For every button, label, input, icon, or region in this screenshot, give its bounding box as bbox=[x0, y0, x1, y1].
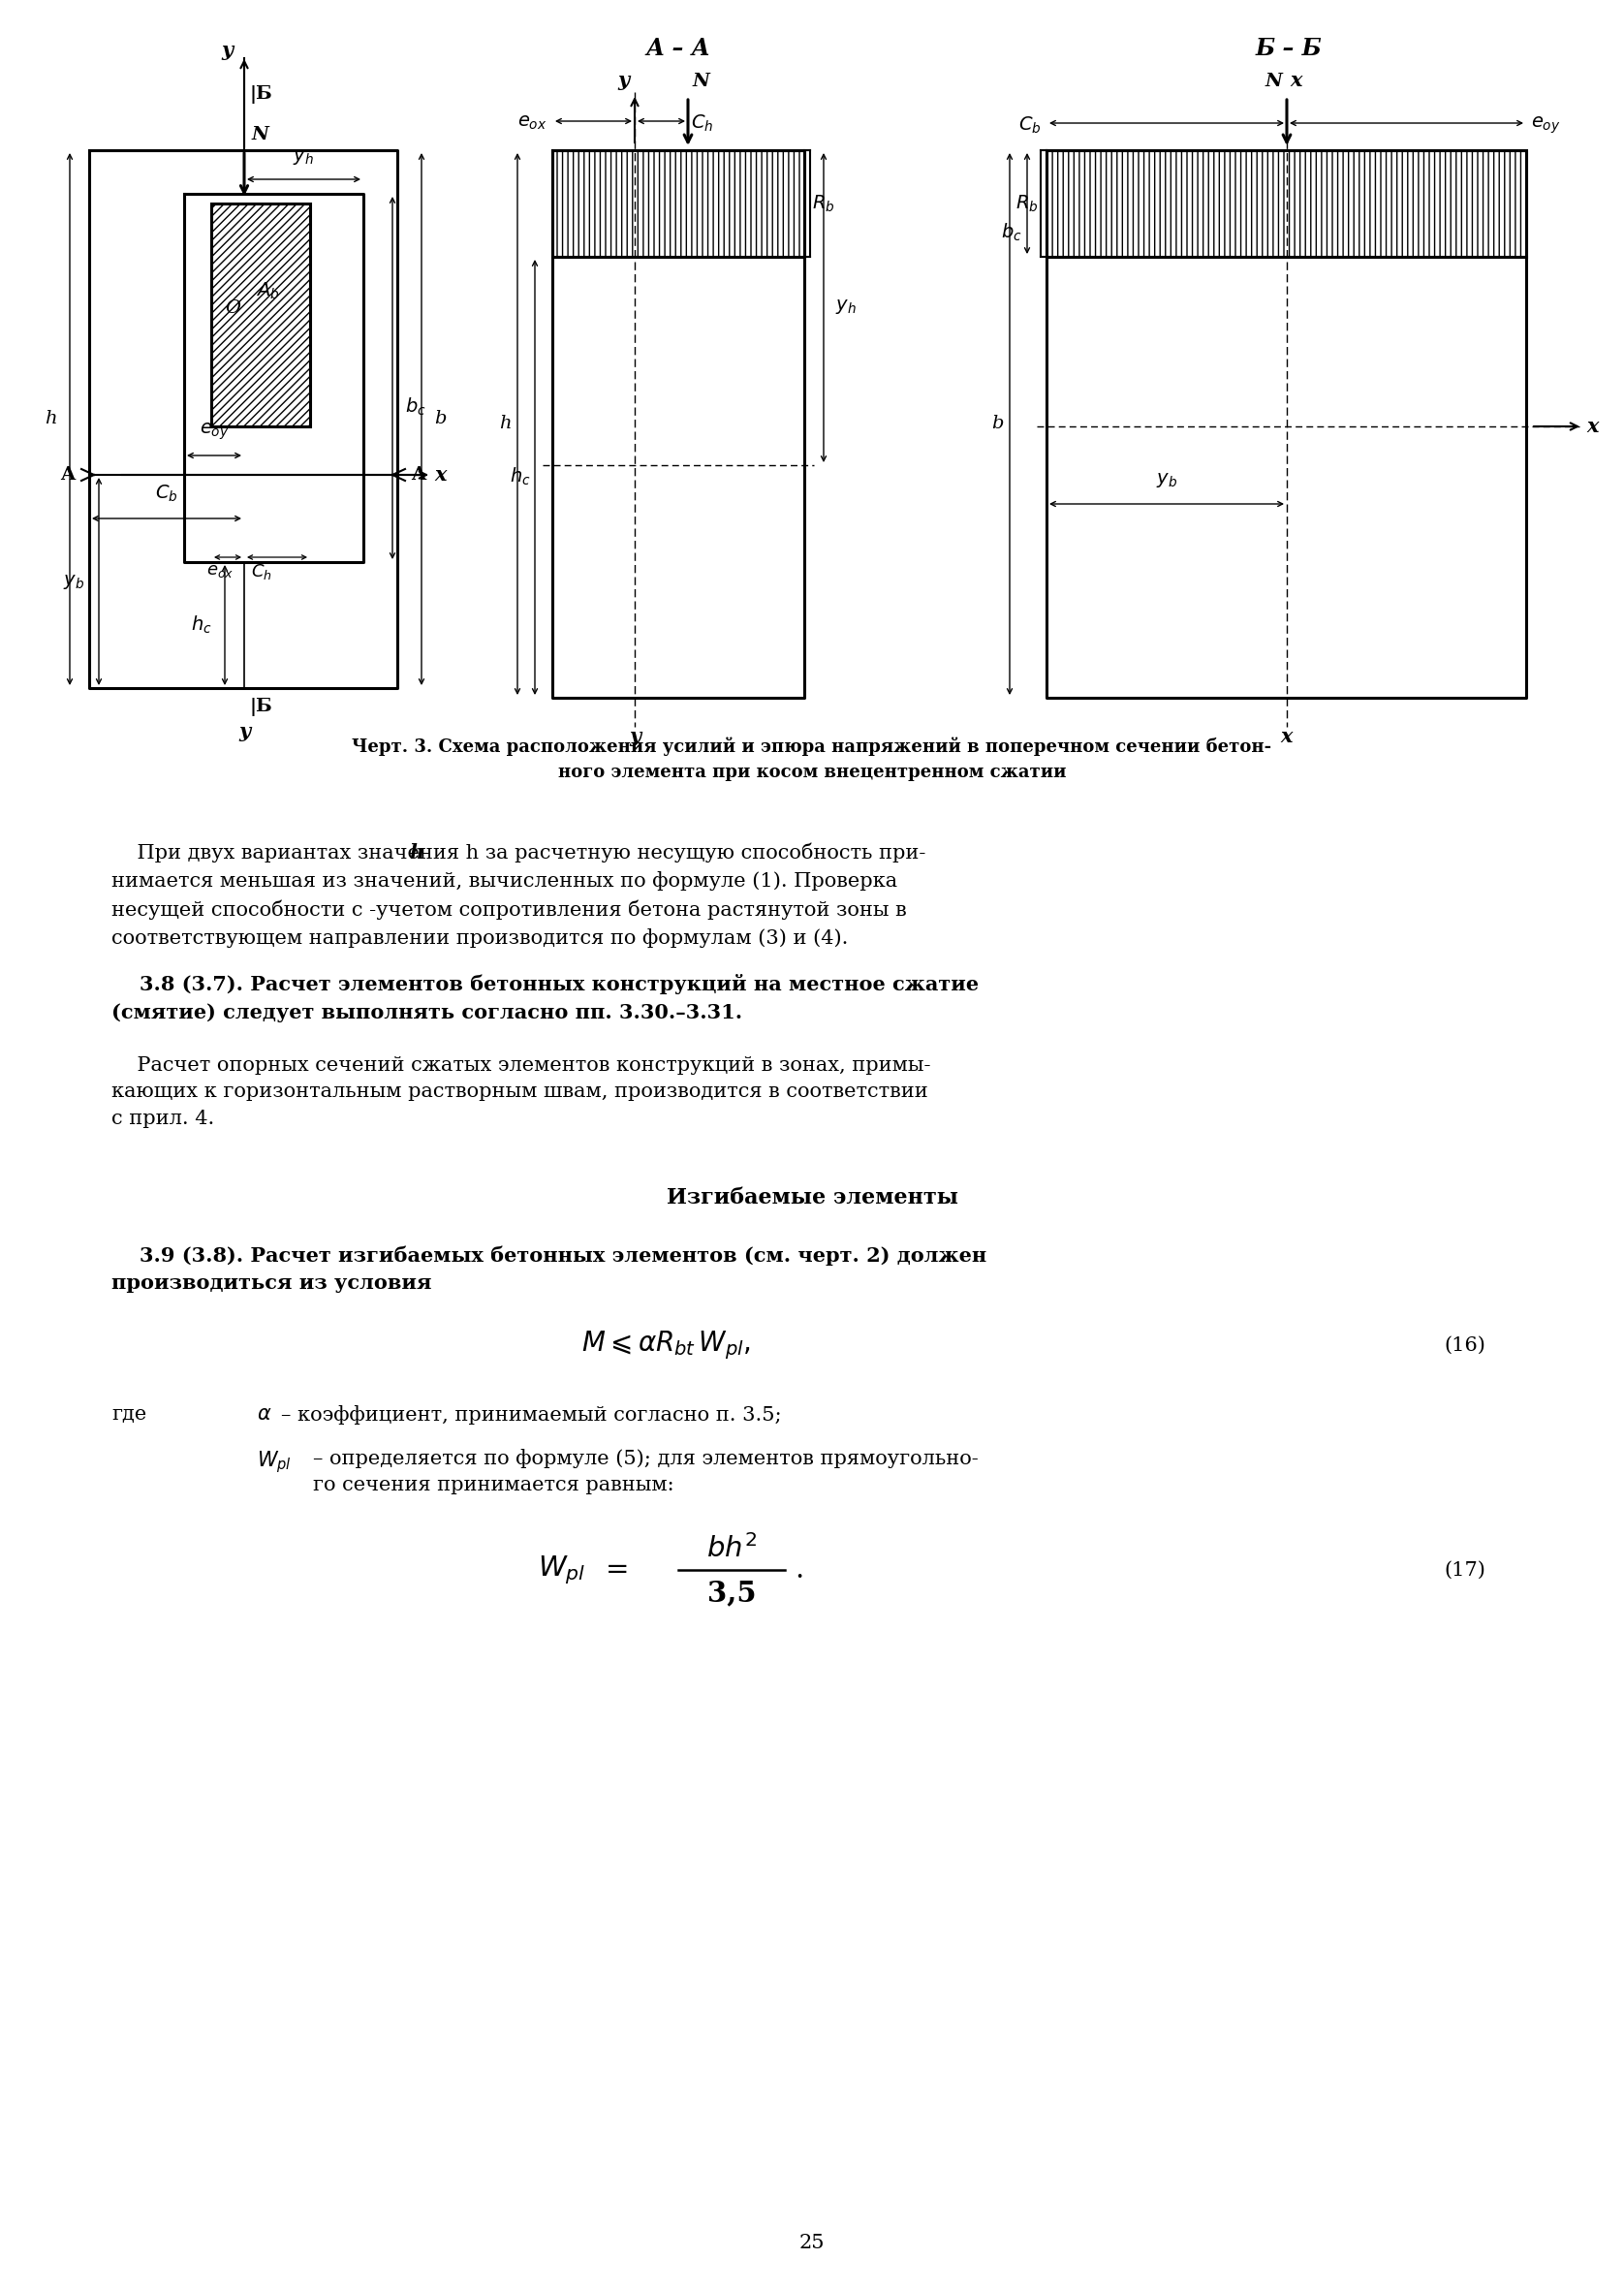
Text: .: . bbox=[794, 1557, 804, 1582]
Text: $y_b$: $y_b$ bbox=[1156, 472, 1177, 490]
Text: A: A bbox=[60, 467, 75, 483]
Bar bbox=[211, 204, 310, 426]
Text: $h_c$: $h_c$ bbox=[192, 614, 213, 637]
Text: A: A bbox=[411, 467, 425, 483]
Text: y: y bbox=[221, 41, 232, 60]
Text: O: O bbox=[224, 300, 240, 316]
Text: $e_{oy}$: $e_{oy}$ bbox=[1531, 115, 1561, 135]
Text: А – А: А – А bbox=[646, 37, 711, 60]
Text: где: где bbox=[112, 1406, 146, 1424]
Text: $R_b$: $R_b$ bbox=[1017, 192, 1039, 213]
Text: $W_{pl}$: $W_{pl}$ bbox=[257, 1450, 292, 1475]
Text: $y_h$: $y_h$ bbox=[835, 298, 856, 316]
Text: – определяется по формуле (5); для элементов прямоугольно-
го сечения принимаетс: – определяется по формуле (5); для элеме… bbox=[313, 1450, 978, 1495]
Text: $h_c$: $h_c$ bbox=[510, 465, 531, 488]
Text: x: x bbox=[434, 465, 447, 485]
Text: 3,5: 3,5 bbox=[706, 1580, 757, 1608]
Text: $e_{oy}$: $e_{oy}$ bbox=[200, 421, 229, 442]
Text: $A_b$: $A_b$ bbox=[257, 279, 279, 300]
Text: |Б: |Б bbox=[248, 698, 273, 717]
Text: b: b bbox=[434, 410, 447, 428]
Text: $C_h$: $C_h$ bbox=[690, 112, 713, 133]
Bar bbox=[552, 151, 804, 256]
Text: $y_b$: $y_b$ bbox=[63, 572, 84, 591]
Text: Черт. 3. Схема расположения усилий и эпюра напряжений в поперечном сечении бетон: Черт. 3. Схема расположения усилий и эпю… bbox=[352, 737, 1272, 781]
Text: $\alpha$: $\alpha$ bbox=[257, 1406, 271, 1424]
Text: Изгибаемые элементы: Изгибаемые элементы bbox=[666, 1186, 958, 1209]
Text: $W_{pl}$: $W_{pl}$ bbox=[538, 1553, 586, 1587]
Bar bbox=[1046, 151, 1527, 256]
Text: y: y bbox=[619, 71, 630, 89]
Text: При двух вариантах значения h за расчетную несущую способность при-
нимается мен: При двух вариантах значения h за расчетн… bbox=[112, 843, 926, 948]
Text: N: N bbox=[693, 73, 710, 89]
Text: $C_b$: $C_b$ bbox=[156, 483, 179, 504]
Text: x: x bbox=[1281, 726, 1293, 747]
Text: $M \leqslant \alpha R_{bt}\,W_{pl},$: $M \leqslant \alpha R_{bt}\,W_{pl},$ bbox=[581, 1328, 750, 1360]
Text: h: h bbox=[45, 410, 57, 428]
Text: $e_{ox}$: $e_{ox}$ bbox=[206, 561, 234, 579]
Text: N: N bbox=[252, 126, 270, 144]
Text: $b_c$: $b_c$ bbox=[1002, 222, 1021, 243]
Text: – коэффициент, принимаемый согласно п. 3.5;: – коэффициент, принимаемый согласно п. 3… bbox=[281, 1406, 781, 1424]
Text: h: h bbox=[500, 414, 512, 433]
Text: $e_{ox}$: $e_{ox}$ bbox=[518, 115, 547, 133]
Text: b: b bbox=[992, 414, 1004, 433]
Text: $b_c$: $b_c$ bbox=[404, 396, 425, 417]
Text: $bh^2$: $bh^2$ bbox=[706, 1534, 757, 1564]
Text: x: x bbox=[1587, 417, 1598, 435]
Text: Расчет опорных сечений сжатых элементов конструкций в зонах, примы-
кающих к гор: Расчет опорных сечений сжатых элементов … bbox=[112, 1056, 931, 1127]
Text: y: y bbox=[628, 726, 640, 747]
Text: |Б: |Б bbox=[248, 85, 273, 103]
Text: =: = bbox=[606, 1557, 630, 1582]
Text: N: N bbox=[1265, 73, 1283, 89]
Text: 25: 25 bbox=[799, 2233, 825, 2251]
Text: (16): (16) bbox=[1444, 1335, 1486, 1353]
Text: $C_b$: $C_b$ bbox=[1018, 115, 1041, 135]
Text: 3.9 (3.8). Расчет изгибаемых бетонных элементов (см. черт. 2) должен
производить: 3.9 (3.8). Расчет изгибаемых бетонных эл… bbox=[112, 1246, 987, 1294]
Text: $y_h$: $y_h$ bbox=[292, 149, 313, 167]
Text: $R_b$: $R_b$ bbox=[812, 192, 835, 213]
Text: $C_h$: $C_h$ bbox=[252, 561, 273, 582]
Text: y: y bbox=[239, 721, 250, 742]
Text: Б – Б: Б – Б bbox=[1255, 37, 1322, 60]
Text: x: x bbox=[1289, 71, 1302, 89]
Text: 3.8 (3.7). Расчет элементов бетонных конструкций на местное сжатие
(смятие) след: 3.8 (3.7). Расчет элементов бетонных кон… bbox=[112, 973, 979, 1021]
Text: (17): (17) bbox=[1444, 1562, 1486, 1580]
Text: h: h bbox=[409, 843, 424, 863]
